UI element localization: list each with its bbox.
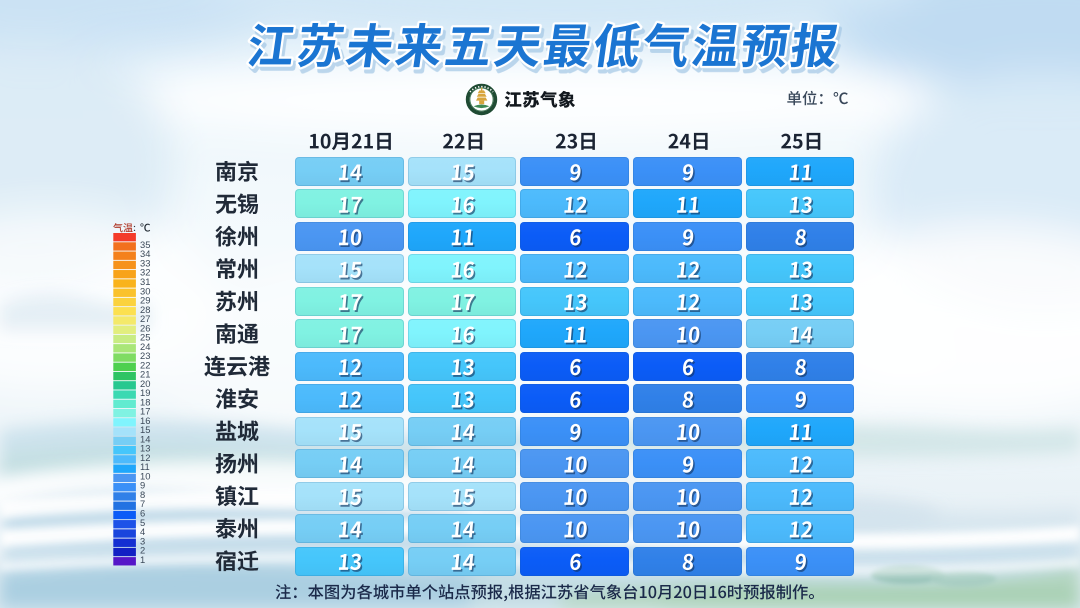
svg-text:31: 31 [140,276,150,287]
svg-text:25: 25 [140,332,150,343]
svg-text:4: 4 [140,526,145,537]
svg-text:32: 32 [140,267,150,278]
svg-text:30: 30 [140,285,150,296]
svg-text:33: 33 [140,257,150,268]
svg-text:29: 29 [140,295,150,306]
svg-text:27: 27 [140,313,150,324]
svg-text:18: 18 [140,396,150,407]
svg-text:1: 1 [140,554,145,565]
svg-text:12: 12 [140,452,150,463]
svg-text:10: 10 [140,470,150,481]
svg-text:24: 24 [140,341,150,352]
svg-text:6: 6 [140,508,145,519]
svg-text:9: 9 [140,480,145,491]
svg-text:2: 2 [140,545,145,556]
svg-text:28: 28 [140,304,150,315]
svg-text:14: 14 [140,433,150,444]
svg-text:8: 8 [140,489,145,500]
svg-text:23: 23 [140,350,150,361]
svg-text:26: 26 [140,322,150,333]
svg-text:21: 21 [140,369,150,380]
svg-text:3: 3 [140,535,145,546]
svg-text:17: 17 [140,406,150,417]
svg-text:22: 22 [140,359,150,370]
svg-text:19: 19 [140,387,150,398]
svg-text:16: 16 [140,415,150,426]
svg-text:20: 20 [140,378,150,389]
svg-text:5: 5 [140,517,145,528]
svg-text:35: 35 [140,239,150,250]
svg-text:13: 13 [140,443,150,454]
svg-text:11: 11 [140,461,150,472]
svg-text:15: 15 [140,424,150,435]
svg-text:7: 7 [140,498,145,509]
svg-text:34: 34 [140,248,150,259]
